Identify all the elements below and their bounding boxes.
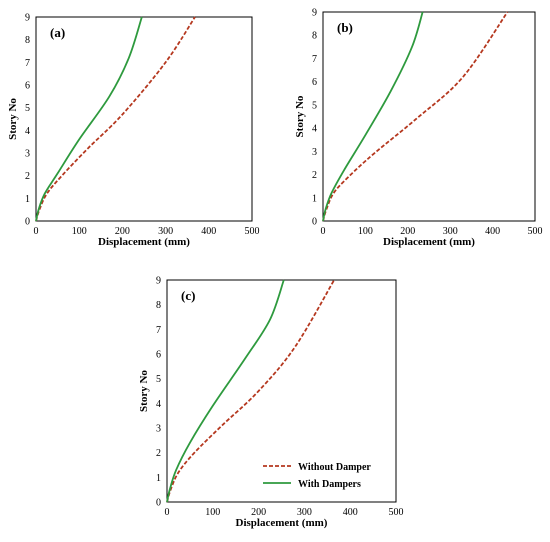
y-axis-label: Story No	[7, 98, 19, 140]
y-tick-label: 9	[25, 13, 30, 24]
y-tick-label: 3	[156, 424, 161, 435]
y-tick-label: 0	[312, 217, 317, 228]
y-tick-label: 9	[312, 8, 317, 19]
x-tick-label: 0	[321, 226, 326, 237]
y-tick-label: 2	[312, 170, 317, 181]
chart-panel-1: 0 1 2 3 4 5 6 7 8 9 0 100 200 300 400 500 Displacement (…	[7, 13, 260, 249]
legend-label: Without Damper	[298, 462, 371, 473]
x-tick-label: 400	[343, 507, 358, 518]
plot-frame	[35, 16, 253, 222]
series-line-with-dampers	[322, 11, 424, 222]
x-tick-label: 300	[443, 226, 458, 237]
series-line-without-damper	[35, 16, 196, 222]
legend-label: With Dampers	[298, 479, 361, 490]
series-line-with-dampers	[35, 16, 143, 222]
y-tick-label: 7	[312, 54, 317, 65]
x-tick-label: 300	[158, 226, 173, 237]
panel-label: (a)	[50, 25, 65, 40]
series-line-without-damper	[166, 279, 335, 503]
x-axis-label: Displacement (mm)	[236, 517, 328, 529]
chart-panel-3: 0 1 2 3 4 5 6 7 8 9 0 100 200 300 400 500 Displacement (…	[138, 276, 404, 530]
y-tick-label: 2	[156, 448, 161, 459]
x-axis-label: Displacement (mm)	[383, 236, 475, 248]
y-tick-label: 2	[25, 171, 30, 182]
y-tick-label: 4	[25, 126, 30, 137]
y-tick-label: 3	[312, 147, 317, 158]
x-tick-label: 400	[201, 226, 216, 237]
y-tick-label: 8	[156, 300, 161, 311]
y-tick-label: 1	[156, 473, 161, 484]
x-tick-label: 0	[165, 507, 170, 518]
x-tick-label: 200	[251, 507, 266, 518]
x-tick-label: 300	[297, 507, 312, 518]
x-axis-label: Displacement (mm)	[98, 236, 190, 248]
plot-frame	[166, 279, 397, 503]
y-tick-label: 6	[25, 81, 30, 92]
series-line-without-damper	[322, 11, 509, 222]
x-tick-label: 500	[389, 507, 404, 518]
x-tick-label: 200	[400, 226, 415, 237]
x-tick-label: 500	[528, 226, 543, 237]
y-tick-label: 1	[25, 194, 30, 205]
y-tick-label: 6	[312, 77, 317, 88]
x-tick-label: 500	[245, 226, 260, 237]
y-tick-label: 4	[312, 124, 317, 135]
y-tick-label: 8	[312, 31, 317, 42]
x-tick-label: 100	[358, 226, 373, 237]
y-axis-label: Story No	[138, 370, 150, 412]
panel-label: (b)	[337, 20, 353, 35]
y-tick-label: 5	[25, 103, 30, 114]
y-tick-label: 5	[156, 374, 161, 385]
y-tick-label: 7	[25, 58, 30, 69]
y-tick-label: 0	[156, 498, 161, 509]
y-tick-label: 9	[156, 276, 161, 287]
plot-frame	[322, 11, 536, 222]
x-tick-label: 200	[115, 226, 130, 237]
x-tick-label: 100	[205, 507, 220, 518]
y-tick-label: 7	[156, 325, 161, 336]
x-tick-label: 100	[72, 226, 87, 237]
x-tick-label: 0	[34, 226, 39, 237]
y-tick-label: 8	[25, 35, 30, 46]
y-tick-label: 4	[156, 399, 161, 410]
y-tick-label: 3	[25, 149, 30, 160]
y-axis-label: Story No	[294, 95, 306, 137]
series-line-with-dampers	[166, 279, 285, 503]
x-tick-label: 400	[485, 226, 500, 237]
chart-panel-2: 0 1 2 3 4 5 6 7 8 9 0 100 200 300 400 500 Displacement (…	[294, 8, 543, 249]
panel-label: (c)	[181, 288, 195, 303]
y-tick-label: 1	[312, 193, 317, 204]
y-tick-label: 0	[25, 217, 30, 228]
y-tick-label: 6	[156, 350, 161, 361]
y-tick-label: 5	[312, 100, 317, 111]
